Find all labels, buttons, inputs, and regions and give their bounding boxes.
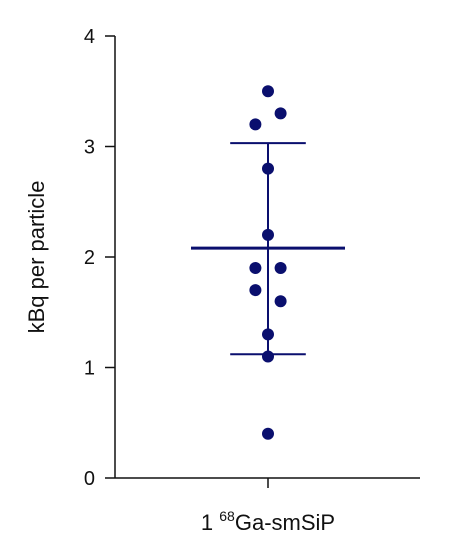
data-point (262, 350, 274, 363)
y-tick-label: 1 (84, 358, 95, 380)
axes: 0 1 2 3 4 (84, 26, 420, 490)
data-point (262, 328, 274, 341)
category-label-suffix: Ga-smSiP (235, 510, 335, 535)
category-labels: 1 68Ga-smSiP (201, 508, 335, 535)
y-axis-title: kBq per particle (24, 181, 49, 334)
y-tick-label: 2 (84, 247, 95, 269)
data-points (249, 85, 287, 440)
y-tick-label: 0 (84, 468, 95, 490)
data-point (249, 262, 262, 275)
category-label-prefix: 1 (201, 510, 219, 535)
data-point (274, 262, 287, 275)
data-point (274, 107, 287, 120)
summary-lines (191, 142, 345, 356)
data-point (262, 228, 274, 241)
data-point (262, 85, 274, 98)
category-label: 1 68Ga-smSiP (201, 508, 335, 535)
data-point (274, 295, 287, 308)
data-point (262, 162, 274, 175)
y-ticks: 0 1 2 3 4 (84, 26, 115, 490)
data-point (249, 118, 262, 131)
y-tick-label: 4 (84, 26, 95, 48)
y-tick-label: 3 (84, 137, 95, 159)
data-point (249, 284, 262, 297)
category-label-superscript: 68 (219, 508, 235, 524)
data-point (262, 427, 274, 440)
